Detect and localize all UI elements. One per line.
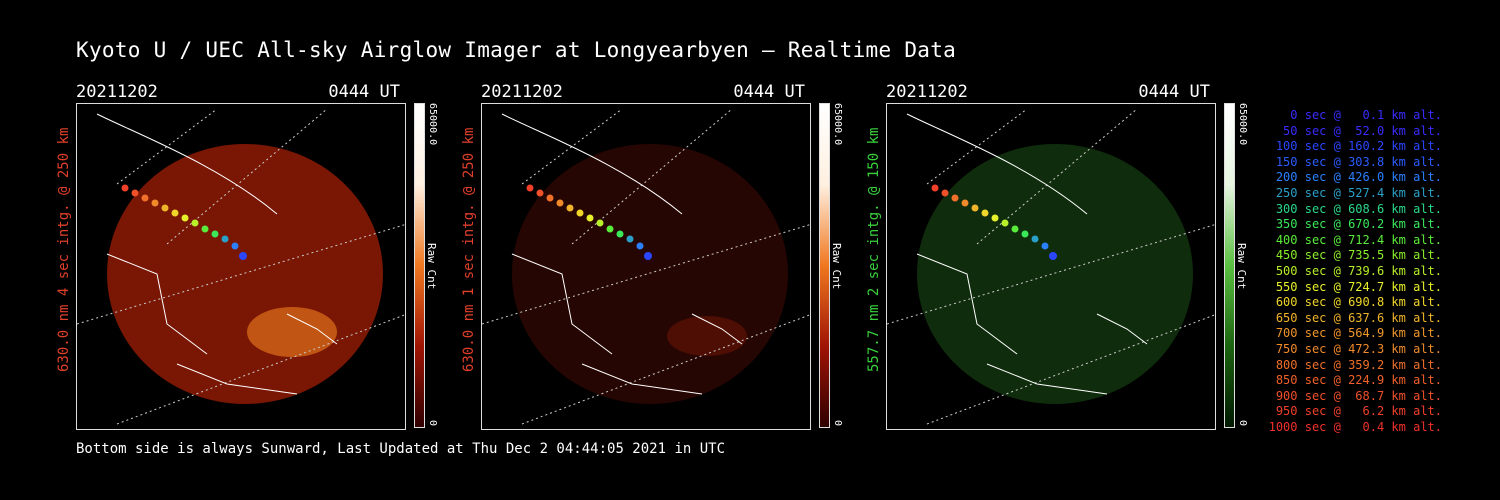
- legend-entry: 200 sec @ 426.0 km alt.: [1275, 170, 1442, 185]
- legend-entry: 300 sec @ 608.6 km alt.: [1275, 201, 1442, 216]
- panel-2-sky-disk: [512, 144, 788, 404]
- panel-1-airglow-map: [77, 108, 405, 425]
- panel-3-date: 20211202: [886, 82, 968, 102]
- legend-entry: 950 sec @ 6.2 km alt.: [1275, 404, 1442, 419]
- legend-entry: 550 sec @ 724.7 km alt.: [1275, 279, 1442, 294]
- legend-entry: 150 sec @ 303.8 km alt.: [1275, 154, 1442, 169]
- panel-3-airglow-map: [887, 108, 1215, 425]
- legend-entry: 400 sec @ 712.4 km alt.: [1275, 232, 1442, 247]
- legend-entry: 800 sec @ 359.2 km alt.: [1275, 357, 1442, 372]
- panel-3-image: [886, 103, 1216, 430]
- panel-3-sky-disk: [917, 144, 1193, 404]
- panel-1-side-label: 630.0 nm 4 sec intg. @ 250 km: [56, 127, 72, 372]
- panel-3-cbar-min: 0: [1237, 420, 1248, 427]
- legend-entry: 600 sec @ 690.8 km alt.: [1275, 295, 1442, 310]
- legend-entry: 750 sec @ 472.3 km alt.: [1275, 341, 1442, 356]
- panel-1-colorbar: [414, 103, 425, 428]
- panel-2-coastline: [501, 113, 743, 395]
- legend-entry: 50 sec @ 52.0 km alt.: [1283, 123, 1442, 138]
- legend-entry: 250 sec @ 527.4 km alt.: [1275, 185, 1442, 200]
- legend-entry: 700 sec @ 564.9 km alt.: [1275, 326, 1442, 341]
- panel-2-date: 20211202: [481, 82, 563, 102]
- panel-2-side-label: 630.0 nm 1 sec intg. @ 250 km: [461, 127, 477, 372]
- panel-3-time: 0444 UT: [1138, 82, 1210, 102]
- panel-3-satellite-track: [931, 184, 1057, 260]
- legend-entry: 1000 sec @ 0.4 km alt.: [1268, 419, 1442, 434]
- legend-entry: 650 sec @ 637.6 km alt.: [1275, 310, 1442, 325]
- panel-3-side-label: 557.7 nm 2 sec intg. @ 150 km: [866, 127, 882, 372]
- altitude-legend: 0 sec @ 0.1 km alt. 50 sec @ 52.0 km alt.…: [1262, 108, 1442, 435]
- panel-1-sky-disk: [107, 144, 383, 404]
- panel-3-colorbar: [1224, 103, 1235, 428]
- panel-2-time: 0444 UT: [733, 82, 805, 102]
- panel-1-time: 0444 UT: [328, 82, 400, 102]
- page-title: Kyoto U / UEC All-sky Airglow Imager at …: [76, 38, 957, 62]
- panel-2-cbar-min: 0: [832, 420, 843, 427]
- panel-1-cbar-min: 0: [427, 420, 438, 427]
- panel-2-airglow-map: [482, 108, 810, 425]
- footer-note: Bottom side is always Sunward, Last Upda…: [76, 441, 726, 457]
- legend-entry: 450 sec @ 735.5 km alt.: [1275, 248, 1442, 263]
- panel-1-coastline: [96, 113, 338, 395]
- panel-1-aurora-bright: [247, 307, 337, 357]
- panel-1-cbar-label: Raw Cnt: [425, 243, 438, 290]
- legend-entry: 850 sec @ 224.9 km alt.: [1275, 373, 1442, 388]
- panel-2-colorbar: [819, 103, 830, 428]
- legend-entry: 350 sec @ 670.2 km alt.: [1275, 217, 1442, 232]
- legend-entry: 500 sec @ 739.6 km alt.: [1275, 263, 1442, 278]
- panel-3-cbar-label: Raw Cnt: [1235, 243, 1248, 290]
- panel-2-cbar-label: Raw Cnt: [830, 243, 843, 290]
- panel-1-satellite-track: [121, 184, 247, 260]
- panel-2-image: [481, 103, 811, 430]
- panel-1-image: [76, 103, 406, 430]
- panel-3-cbar-max: 65000.0: [1237, 103, 1248, 146]
- legend-entry: 900 sec @ 68.7 km alt.: [1275, 388, 1442, 403]
- legend-entry: 0 sec @ 0.1 km alt.: [1290, 108, 1442, 122]
- panel-2-aurora-bright: [667, 316, 747, 356]
- panel-3-coastline: [906, 113, 1148, 395]
- legend-entry: 100 sec @ 160.2 km alt.: [1275, 139, 1442, 154]
- panel-1-cbar-max: 65000.0: [427, 103, 438, 146]
- panel-2-satellite-track: [526, 184, 652, 260]
- panel-2-cbar-max: 65000.0: [832, 103, 843, 146]
- panel-1-date: 20211202: [76, 82, 158, 102]
